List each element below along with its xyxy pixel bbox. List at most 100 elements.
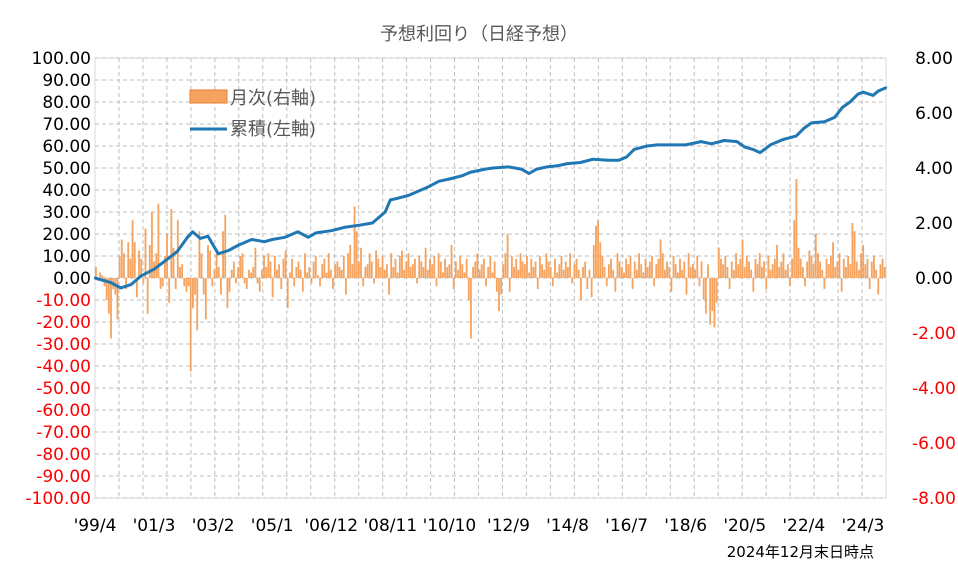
bar-mark: [752, 278, 755, 292]
bar-mark: [508, 278, 511, 292]
bar-mark: [804, 278, 806, 287]
right-y-tick-label: -6.00: [912, 434, 956, 454]
bar-mark: [698, 278, 701, 287]
bar-mark: [543, 269, 546, 278]
x-tick-label: '16/7: [605, 516, 648, 536]
x-tick-label: '24/3: [841, 516, 884, 536]
bar-mark: [349, 245, 352, 278]
bar-mark: [411, 264, 414, 278]
bar-mark: [832, 242, 834, 278]
bar-mark: [482, 258, 485, 278]
bar-mark: [862, 245, 865, 278]
line-point: [163, 260, 166, 263]
bar-mark: [644, 258, 647, 278]
bar-mark: [381, 256, 384, 278]
bar-mark: [222, 231, 224, 278]
bar-mark: [659, 239, 662, 278]
bar-mark: [504, 253, 507, 278]
bar-mark: [717, 247, 720, 278]
line-point: [371, 221, 374, 225]
bar-mark: [228, 278, 231, 292]
bar-mark: [674, 264, 677, 278]
line-point: [93, 276, 97, 280]
bar-mark: [269, 261, 272, 278]
line-point: [314, 231, 318, 235]
bar-mark: [728, 278, 731, 289]
bar-mark: [325, 272, 328, 278]
bar-mark: [549, 267, 552, 278]
bar-mark: [362, 278, 365, 287]
bar-mark: [840, 278, 843, 292]
right-y-tick-label: -4.00: [912, 379, 956, 399]
line-point: [358, 224, 361, 227]
bar-mark: [256, 278, 259, 284]
bar-mark: [407, 253, 410, 278]
bar-mark: [812, 264, 815, 278]
bar-mark: [250, 272, 253, 278]
line-point: [861, 90, 865, 94]
bar-mark: [808, 250, 811, 278]
legend-bar-swatch: [189, 89, 228, 104]
bar-mark: [416, 278, 418, 284]
right-y-tick-label: 2.00: [915, 214, 953, 234]
bar-mark: [782, 253, 785, 278]
bar-mark: [123, 253, 125, 278]
bar-mark: [142, 278, 145, 284]
bar-mark: [569, 253, 571, 278]
bar-mark: [827, 264, 830, 278]
line-point: [384, 210, 387, 214]
bar-mark: [679, 258, 681, 278]
x-tick-label: '05/1: [251, 516, 294, 536]
bar-mark: [638, 253, 640, 278]
bar-mark: [743, 267, 746, 278]
bar-mark: [853, 231, 856, 278]
bar-mark: [573, 264, 576, 278]
bar-mark: [605, 278, 608, 287]
line-point: [810, 121, 813, 125]
bar-mark: [836, 261, 839, 278]
bar-mark: [224, 214, 227, 278]
bar-mark: [687, 253, 690, 278]
bar-mark: [377, 258, 380, 278]
line-point: [802, 127, 805, 130]
line-point: [833, 116, 836, 119]
bar-mark: [493, 261, 496, 278]
bar-mark: [786, 264, 789, 278]
line-point: [607, 159, 610, 162]
bar-mark: [526, 256, 528, 278]
bar-mark: [191, 278, 194, 309]
bar-mark: [245, 278, 248, 289]
bar-mark: [278, 264, 281, 278]
bar-mark: [433, 256, 436, 278]
bar-mark: [485, 278, 487, 287]
bar-mark: [592, 245, 595, 278]
bar-mark: [694, 269, 697, 278]
bar-mark: [379, 267, 382, 278]
bar-series-group: [95, 179, 886, 372]
bar-mark: [534, 261, 537, 278]
left-y-tick-label: -80.00: [36, 445, 91, 465]
line-point: [617, 159, 621, 162]
bar-mark: [409, 267, 412, 278]
bar-mark: [383, 269, 386, 278]
bar-mark: [657, 258, 660, 278]
bar-mark: [230, 269, 233, 278]
left-y-tick-label: -60.00: [36, 401, 91, 421]
bar-mark: [314, 256, 317, 278]
bar-mark: [273, 256, 276, 278]
bar-mark: [875, 269, 878, 278]
bar-mark: [334, 264, 337, 278]
bar-mark: [627, 264, 630, 278]
bar-mark: [127, 242, 130, 278]
line-point: [794, 134, 798, 138]
bar-mark: [463, 272, 466, 278]
bar-mark: [877, 278, 880, 295]
bar-mark: [429, 258, 431, 278]
bar-mark: [758, 253, 761, 278]
bar-mark: [532, 267, 535, 278]
bar-mark: [821, 269, 824, 278]
bar-mark: [597, 220, 600, 278]
left-y-tick-label: 20.00: [42, 225, 91, 245]
line-series-group: [93, 86, 888, 290]
